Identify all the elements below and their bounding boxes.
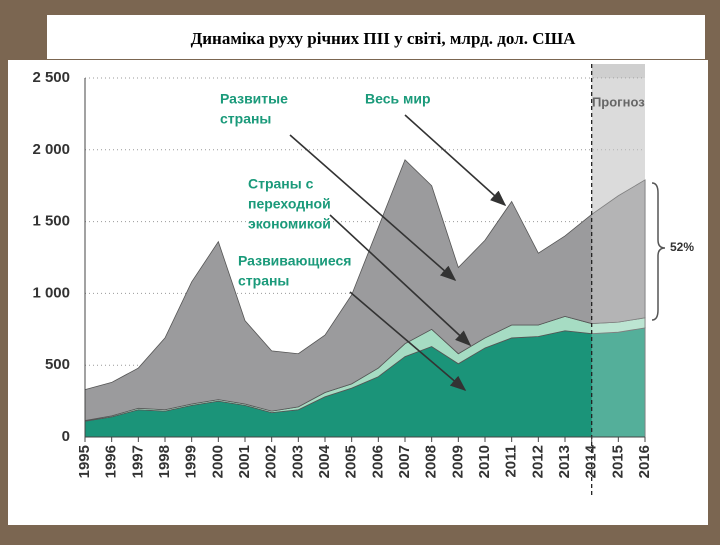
y-tick-label: 1 500 — [32, 213, 70, 230]
annotation: экономикой — [248, 216, 331, 232]
x-tick-label: 2010 — [476, 445, 493, 478]
x-tick-label: 1999 — [183, 445, 200, 478]
x-tick-label: 2003 — [289, 445, 306, 478]
x-tick-label: 2008 — [423, 445, 440, 478]
forecast-tint — [591, 78, 645, 437]
x-tick-label: 2006 — [369, 445, 386, 478]
y-tick-label: 2 500 — [32, 69, 70, 86]
y-tick-label: 0 — [62, 428, 70, 445]
bracket-label: 52% — [670, 240, 694, 254]
x-tick-label: 2009 — [449, 445, 466, 478]
x-tick-label: 1998 — [156, 445, 173, 478]
x-tick-label: 2004 — [316, 444, 333, 478]
plot: Прогноз 0 500 1 000 1 500 2 000 2 500 1995 1996 1… — [32, 64, 694, 497]
arrow — [289, 134, 457, 282]
x-tick-label: 2002 — [263, 445, 280, 478]
x-tick-label: 2013 — [556, 445, 573, 478]
x-tick-label: 2001 — [236, 445, 253, 478]
arrow — [329, 214, 472, 347]
x-tick-label: 2014 — [583, 444, 600, 478]
bracket — [651, 182, 666, 321]
y-tick-label: 500 — [45, 356, 70, 373]
y-tick-label: 2 000 — [32, 141, 70, 158]
x-tick-label: 1996 — [103, 445, 120, 478]
area — [84, 159, 646, 421]
annotation: переходной — [248, 196, 331, 212]
x-tick-label: 2011 — [503, 445, 520, 478]
annotation: Развитые — [220, 91, 288, 107]
x-tick-label: 2000 — [209, 445, 226, 478]
x-tick-label: 2015 — [609, 445, 626, 478]
arrow — [404, 114, 507, 207]
slide-title: Динаміка руху річних ПІІ у світі, млрд. … — [191, 29, 577, 48]
x-tick-label: 2005 — [343, 445, 360, 478]
title-panel — [47, 15, 705, 59]
x-tick-label: 2012 — [529, 445, 546, 478]
x-tick-label: 1997 — [129, 445, 146, 478]
annotation: страны — [238, 273, 289, 289]
annotation: Развивающиеся — [238, 253, 351, 269]
x-tick-label: 2016 — [636, 445, 653, 478]
annotation: страны — [220, 111, 271, 127]
annotation: Весь мир — [365, 91, 431, 107]
y-tick-label: 1 000 — [32, 284, 70, 301]
x-tick-label: 2007 — [396, 445, 413, 478]
annotation: Страны с — [248, 176, 314, 192]
arrow — [349, 291, 467, 392]
x-tick-label: 1995 — [76, 445, 93, 478]
forecast-label: Прогноз — [592, 94, 645, 109]
